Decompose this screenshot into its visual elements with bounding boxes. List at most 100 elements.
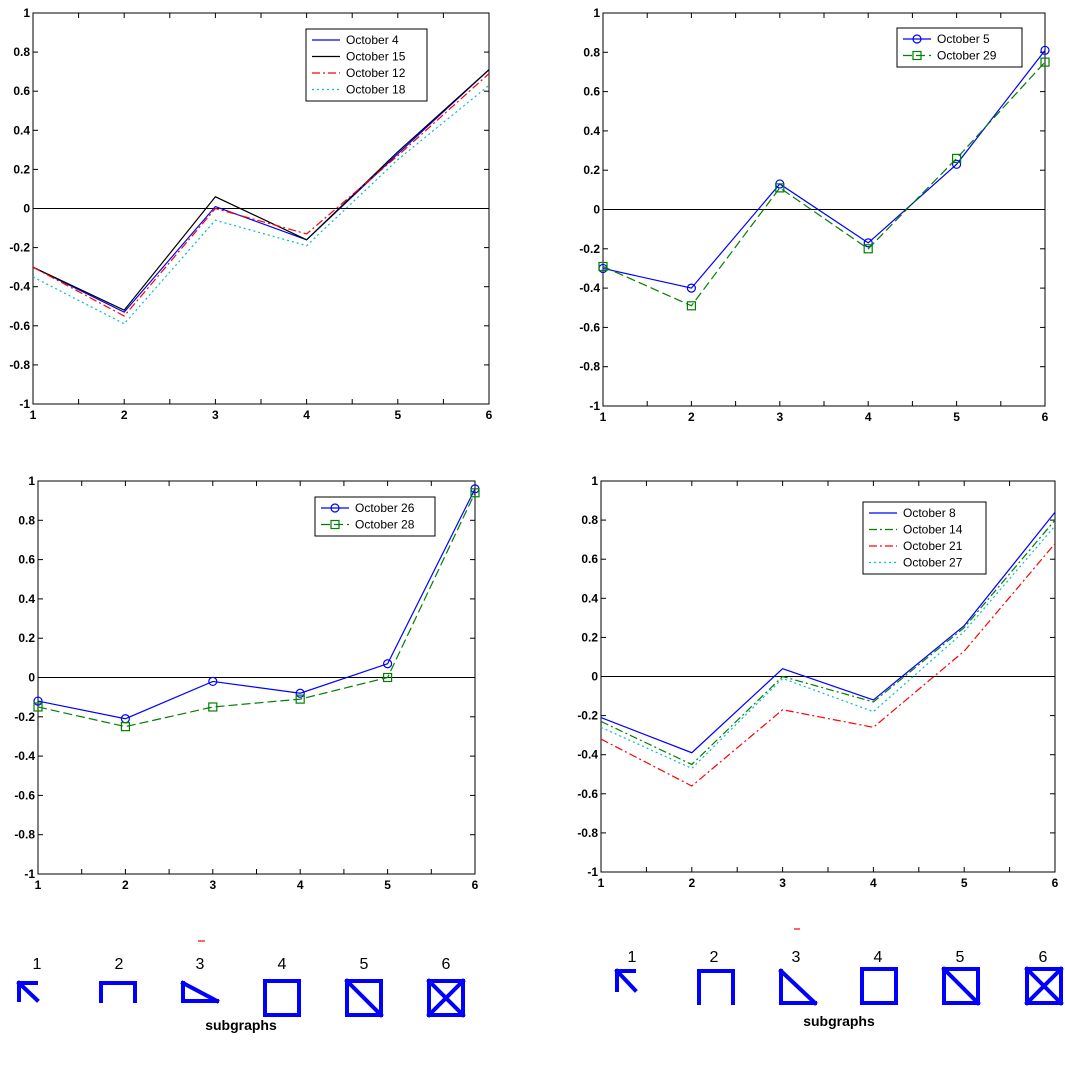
y-tick-label: -0.2 [579,242,600,256]
data-point [208,702,218,712]
y-tick-label: 0 [28,671,35,685]
data-point [470,488,480,498]
y-tick-label: 0 [591,670,598,684]
legend: October 8 October 14 October 21 October 27 [862,501,987,575]
legend-label: October 29 [937,49,997,63]
data-point [1040,57,1050,67]
y-tick-label: -1 [589,399,600,413]
square-cross-icon [426,978,466,1018]
legend-marker [912,50,922,61]
square-diagonal-partial-icon [180,980,220,1004]
legend-label: October 15 [346,50,406,64]
data-point [598,261,608,272]
y-tick-label: -0.2 [9,241,30,255]
x-tick-label: 6 [472,878,479,892]
square-icon [263,979,301,1017]
chart-panel-1: 10.80.60.40.20-0.2-0.4-0.6-0.8-11 2 3 4 5 6Oc… [9,6,492,422]
x-tick-label: 2 [688,410,695,424]
legend-label: October 27 [903,556,963,570]
data-point [383,659,393,669]
subgraph-legend-right: 1 2 3 4 5 6 [614,928,1064,1029]
y-tick-label: 0.6 [581,552,598,566]
y-tick-label: 0.2 [581,630,598,644]
x-tick-label: 2 [121,408,128,422]
y-tick-label: 1 [23,6,30,20]
legend: October 5 October 29 [896,27,1023,68]
y-tick-label: -0.4 [14,749,35,763]
legend-label: October 28 [355,518,415,532]
series-line-3 [600,543,1056,787]
x-tick-label: 4 [870,876,877,890]
y-tick-label: 0.4 [581,591,598,605]
y-tick-label: -0.8 [14,828,35,842]
x-tick-label: 6 [1052,876,1059,890]
data-point [295,694,305,704]
legend-marker [330,519,340,530]
legend-label: October 8 [903,506,956,520]
series-line-1 [37,488,476,720]
data-point [951,153,962,164]
data-point [295,688,305,698]
series-line-1 [602,49,1046,289]
chart-panel-3: 10.80.60.40.20-0.2-0.4-0.6-0.8-11 2 3 4 5 6Oc… [14,474,480,892]
y-tick-label: -0.8 [577,826,598,840]
data-point [775,183,785,193]
subgraph-number-5: 5 [360,956,369,973]
y-tick-label: -0.4 [9,280,30,294]
x-tick-label: 2 [688,876,695,890]
series-line-1 [600,511,1056,754]
legend: October 4 October 15 October 12 October 18 [305,28,428,102]
y-tick-label: 0.2 [13,162,30,176]
y-tick-label: -1 [587,865,598,879]
square-diagonal-icon [344,978,384,1018]
subgraph-number-3: 3 [196,956,205,973]
y-tick-label: -0.4 [579,281,600,295]
data-point [383,672,393,683]
y-tick-label: 0.6 [13,84,30,98]
subgraph-number-2: 2 [115,956,124,973]
y-tick-label: 0.4 [13,123,30,137]
series-line-3 [32,73,490,317]
series-line-1 [32,69,490,313]
legend-label: October 5 [937,32,990,46]
subgraphs-caption-right: subgraphs [803,1013,875,1029]
arrow-corner-icon [16,980,40,1003]
data-point [951,159,962,169]
series-line-2 [37,492,476,728]
x-tick-label: 1 [35,878,42,892]
y-tick-label: 0.6 [583,85,600,99]
square-cross-icon [1024,966,1064,1006]
subgraph-number-3: 3 [792,949,801,966]
series-line-2 [600,519,1056,766]
data-point [686,283,697,293]
x-tick-label: 5 [394,408,401,422]
y-tick-label: -1 [24,867,35,881]
subgraph-number-4: 4 [874,949,883,966]
y-tick-label: 0 [23,202,30,216]
subgraphs-caption-left: subgraphs [205,1017,277,1033]
legend-label: October 12 [346,66,406,80]
chart-panels: 10.80.60.40.20-0.2-0.4-0.6-0.8-11 2 3 4 5 6Oc… [9,6,1058,892]
x-tick-label: 5 [953,410,960,424]
x-tick-label: 1 [598,876,605,890]
y-tick-label: -0.4 [577,748,598,762]
legend-label: October 14 [903,523,963,537]
data-point [1040,45,1050,55]
x-tick-label: 4 [303,408,310,422]
x-tick-label: 4 [297,878,304,892]
data-point [120,722,131,732]
subgraph-number-2: 2 [710,949,719,966]
y-tick-label: 1 [28,474,35,488]
data-point [863,238,873,248]
y-tick-label: 1 [593,6,600,20]
chart-panel-2: 10.80.60.40.20-0.2-0.4-0.6-0.8-11 2 3 4 5 6Oc… [579,6,1050,424]
square-icon [860,967,898,1005]
subgraph-number-5: 5 [956,949,965,966]
x-tick-label: 3 [779,876,786,890]
x-tick-label: 2 [122,878,129,892]
legend-label: October 4 [346,33,399,47]
subgraph-legend-left: 1 2 3 4 5 6 [16,940,466,1033]
y-tick-label: 0.6 [18,553,35,567]
legend-box [305,28,428,102]
legend-label: October 21 [903,539,963,553]
